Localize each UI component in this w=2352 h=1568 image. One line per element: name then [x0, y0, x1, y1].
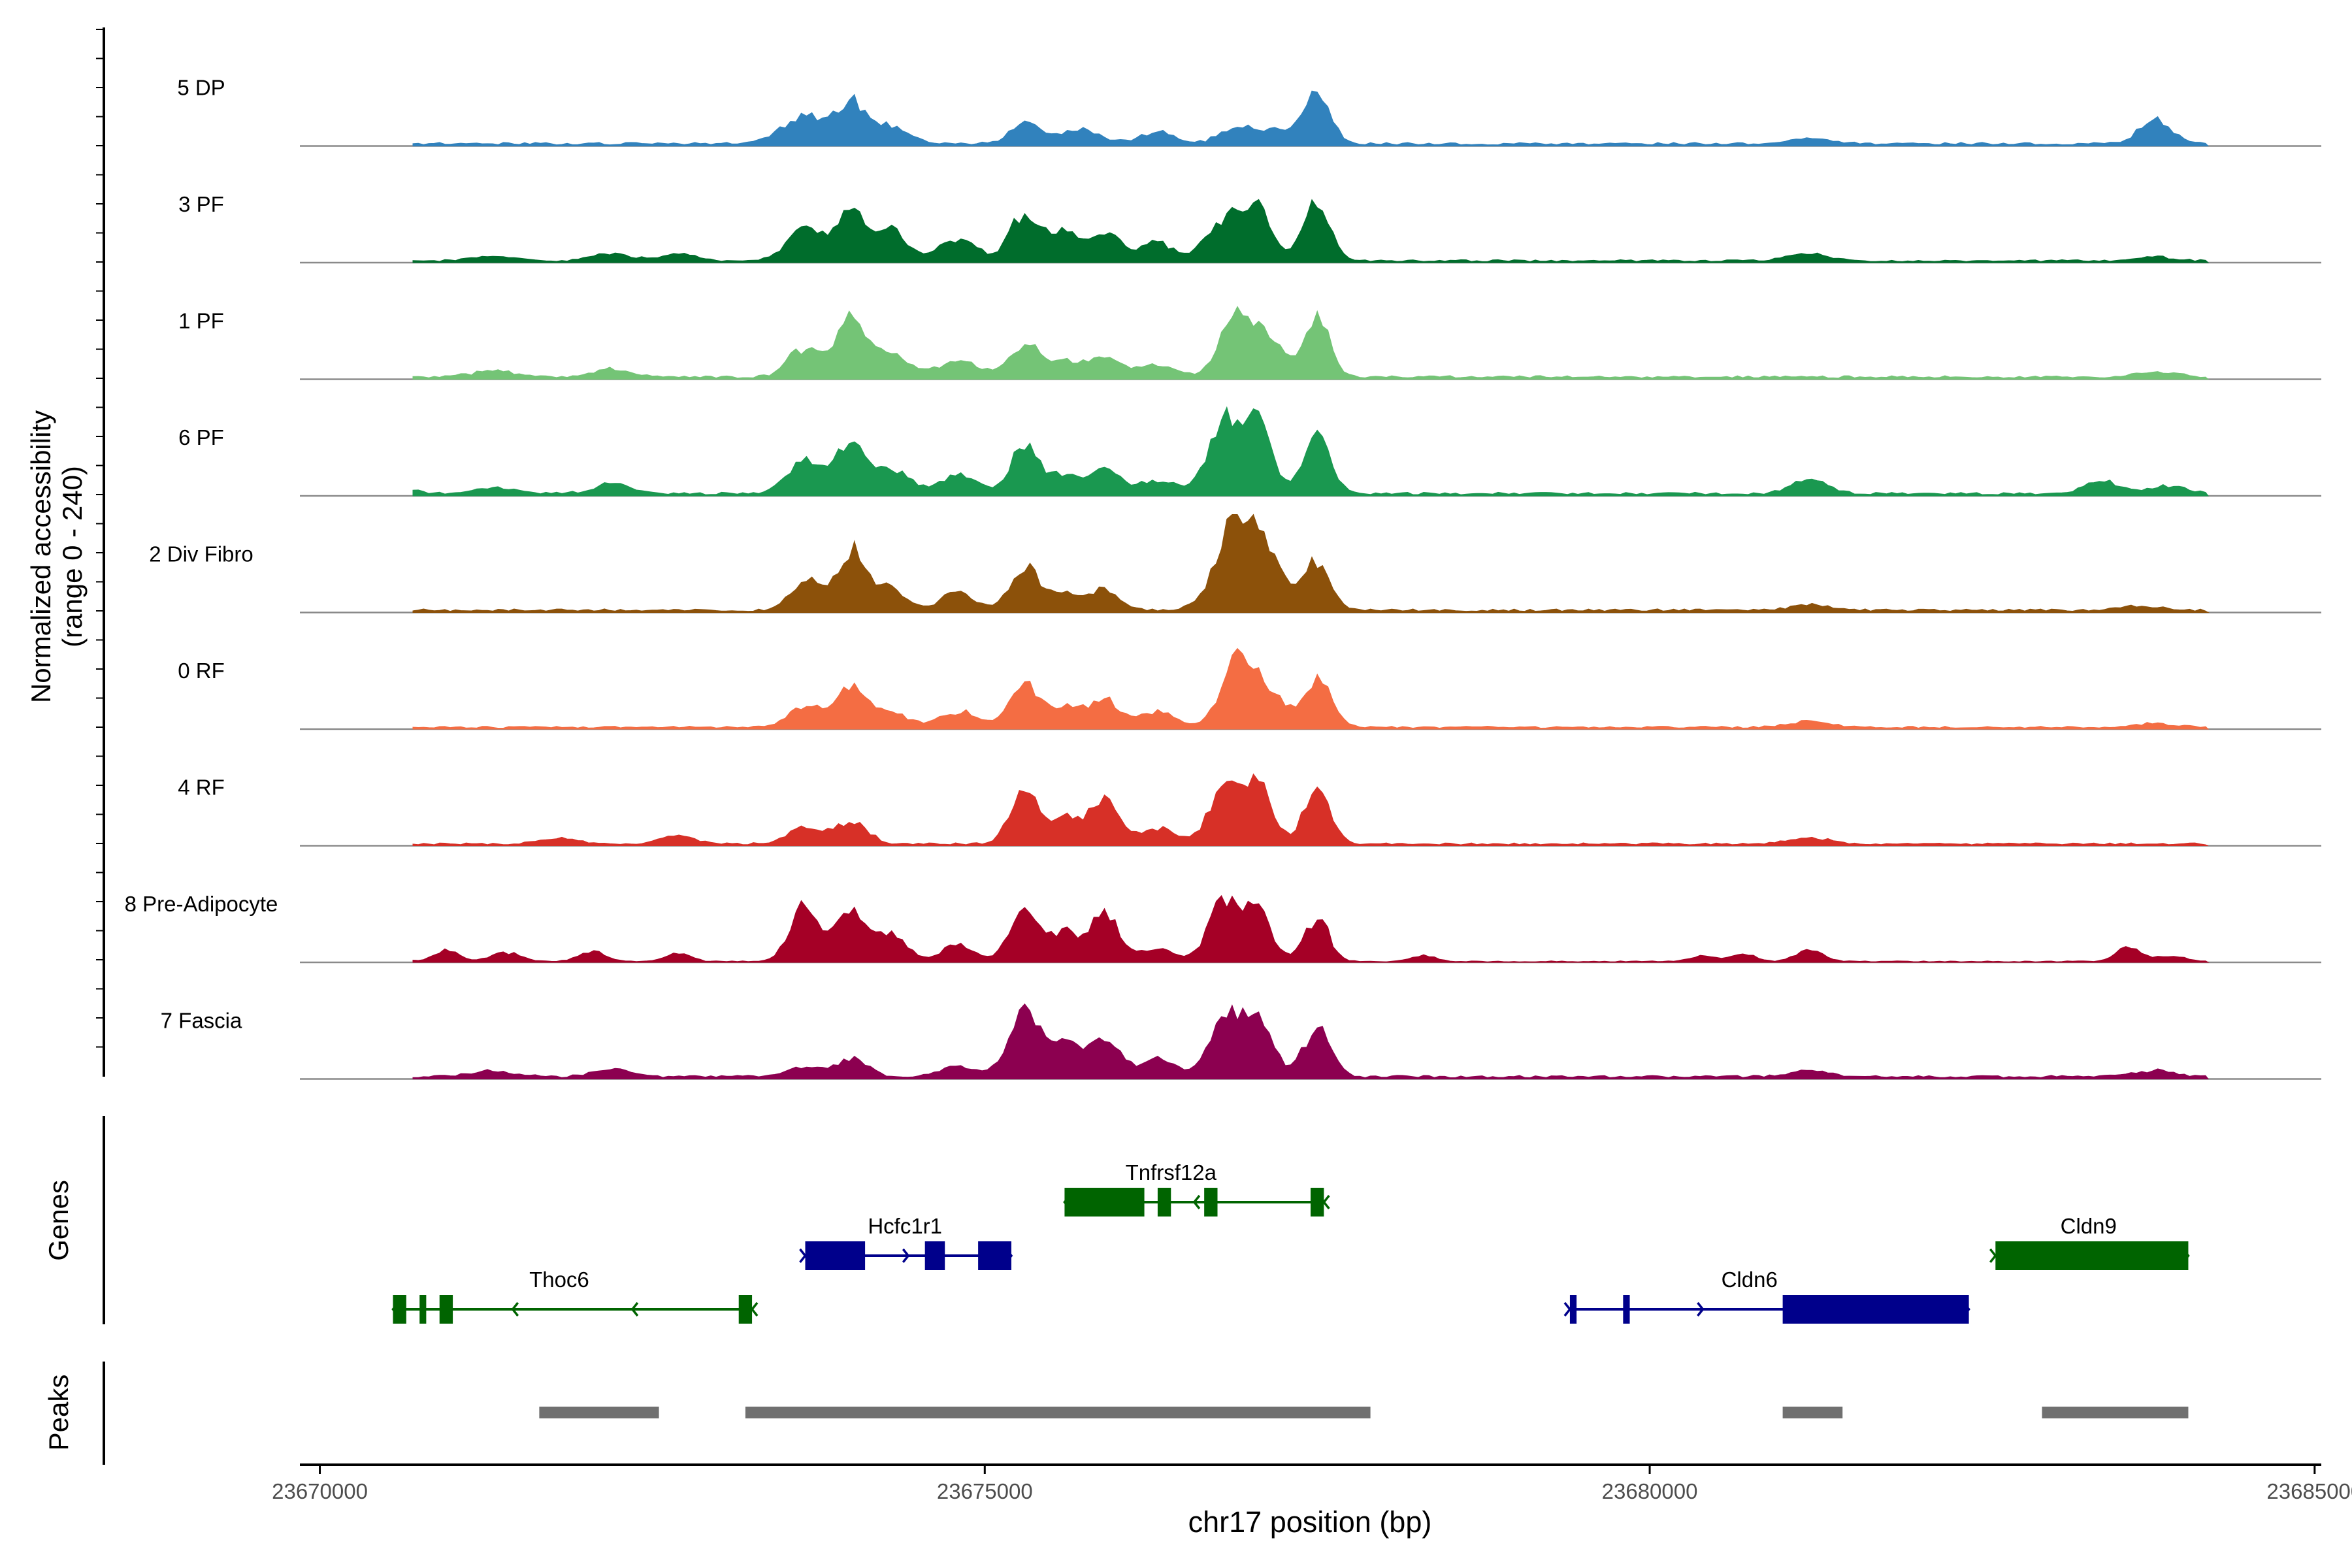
track-label: 4 RF	[178, 776, 225, 800]
peaks-panel	[539, 1407, 2189, 1418]
strand-arrow	[902, 1248, 910, 1264]
gene-exon	[1623, 1295, 1630, 1324]
track-1-pf: 1 PF	[178, 306, 2321, 380]
x-axis: 23670000 23675000 23680000 23685000	[272, 1463, 2352, 1503]
track-label: 6 PF	[178, 425, 224, 449]
strand-arrow	[511, 1301, 519, 1317]
genes-panel: Thoc6 Hcfc1r1 Tnfrsf12a Cldn6 Cldn9	[391, 1160, 2190, 1324]
track-7-fascia: 7 Fascia	[161, 1003, 2321, 1080]
track-5-dp: 5 DP	[177, 76, 2321, 147]
gene-tnfrsf12a: Tnfrsf12a	[1063, 1160, 1330, 1217]
gene-thoc6: Thoc6	[391, 1267, 759, 1324]
gene-label: Tnfrsf12a	[1126, 1160, 1217, 1184]
track-3-pf: 3 PF	[178, 192, 2321, 264]
gene-exon	[1995, 1241, 2189, 1270]
peak-region	[745, 1407, 1371, 1418]
gene-exon	[1064, 1188, 1145, 1217]
track-8-pre-adipocyte: 8 Pre-Adipocyte	[125, 892, 2321, 964]
track-2-div-fibro: 2 Div Fibro	[149, 514, 2321, 613]
peak-region	[539, 1407, 659, 1418]
track-label: 2 Div Fibro	[149, 542, 253, 566]
y-axis	[96, 27, 105, 1077]
track-area	[412, 514, 2210, 613]
gene-label: Thoc6	[529, 1267, 589, 1292]
track-label: 0 RF	[178, 659, 225, 683]
strand-arrow	[1192, 1194, 1201, 1210]
track-label: 8 Pre-Adipocyte	[125, 892, 278, 916]
gene-exon	[393, 1295, 406, 1324]
gene-exon	[978, 1241, 1012, 1270]
x-tick-label: 23680000	[1602, 1479, 1698, 1503]
gene-label: Hcfc1r1	[868, 1214, 942, 1238]
gene-exon	[1782, 1295, 1969, 1324]
gene-exon	[1569, 1295, 1577, 1324]
genes-panel-label: Genes	[43, 1180, 74, 1261]
gene-exon	[439, 1295, 453, 1324]
x-tick-label: 23670000	[272, 1479, 368, 1503]
track-area	[412, 647, 2210, 730]
peak-region	[2042, 1407, 2189, 1418]
strand-arrow	[750, 1301, 759, 1317]
gene-exon	[805, 1241, 866, 1270]
track-area	[412, 1003, 2210, 1079]
strand-arrow	[1697, 1301, 1705, 1317]
gene-exon	[1311, 1188, 1324, 1217]
gene-label: Cldn6	[1722, 1267, 1778, 1292]
peak-region	[1782, 1407, 1843, 1418]
gene-exon	[924, 1241, 945, 1270]
track-label: 1 PF	[178, 309, 224, 333]
strand-arrow	[1322, 1194, 1330, 1210]
y-axis-label-line1: Normalized accessibility	[25, 410, 56, 703]
gene-exon	[419, 1295, 427, 1324]
coverage-tracks: 5 DP 3 PF 1 PF 6 PF 2 Div Fibro 0 RF 4 RF 8 Pre…	[125, 76, 2321, 1080]
x-axis-label: chr17 position (bp)	[1188, 1505, 1432, 1539]
y-axis-label-line2: (range 0 - 240)	[57, 466, 88, 647]
track-0-rf: 0 RF	[178, 647, 2321, 730]
track-label: 3 PF	[178, 192, 224, 216]
track-area	[412, 90, 2210, 146]
peaks-panel-label: Peaks	[43, 1375, 74, 1451]
gene-exon	[738, 1295, 753, 1324]
track-area	[412, 306, 2210, 380]
x-tick-label: 23685000	[2266, 1479, 2352, 1503]
track-6-pf: 6 PF	[178, 406, 2321, 497]
strand-arrow	[799, 1248, 807, 1264]
strand-arrow	[630, 1301, 639, 1317]
gene-label: Cldn9	[2061, 1214, 2117, 1238]
gene-hcfc1r1: Hcfc1r1	[799, 1214, 1013, 1270]
track-label: 7 Fascia	[161, 1009, 242, 1033]
track-4-rf: 4 RF	[178, 773, 2321, 847]
x-tick-label: 23675000	[937, 1479, 1033, 1503]
strand-arrow	[1989, 1248, 1997, 1264]
strand-arrow	[1563, 1301, 1572, 1317]
gene-exon	[1157, 1188, 1171, 1217]
track-area	[412, 895, 2210, 963]
track-label: 5 DP	[177, 76, 225, 100]
gene-cldn6: Cldn6	[1563, 1267, 1970, 1324]
track-area	[412, 199, 2210, 263]
gene-exon	[1204, 1188, 1218, 1217]
gene-cldn9: Cldn9	[1989, 1214, 2190, 1270]
track-area	[412, 406, 2209, 497]
track-area	[412, 773, 2209, 846]
